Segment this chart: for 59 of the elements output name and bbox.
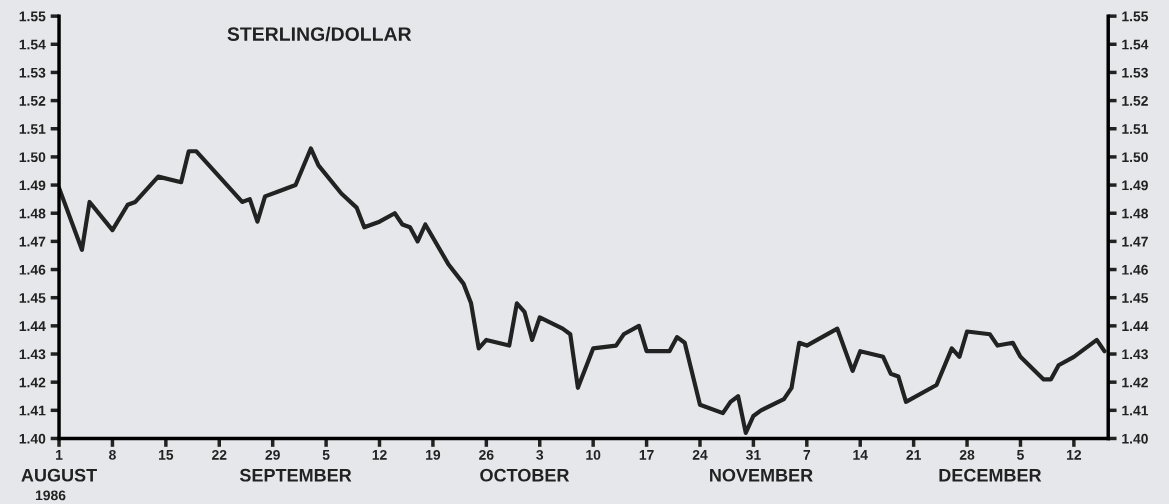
- text: 1986: [35, 490, 66, 501]
- y-tick-label: 1.42: [19, 377, 46, 388]
- x-tick-label: 22: [212, 449, 227, 460]
- y-tick-label: 1.47: [19, 236, 46, 247]
- y2-tick-label: 1.47: [1122, 236, 1148, 247]
- x2-tick-label: SEPTEMBER: [239, 468, 352, 482]
- x2-tick-label: DECEMBER: [939, 468, 1042, 482]
- x-tick-label: 14: [853, 450, 868, 460]
- y2-tick-label: 1.49: [1122, 180, 1148, 191]
- y2-tick-label: 1.53: [1122, 67, 1148, 78]
- y2-tick-label: 1.46: [1122, 264, 1148, 275]
- x-tick-label: 7: [803, 450, 811, 460]
- x-tick-label: 3: [536, 449, 544, 460]
- x-tick-label: 8: [109, 449, 116, 460]
- x-tick-label: 5: [1017, 450, 1024, 460]
- x2-tick-label: NOVEMBER: [710, 468, 813, 482]
- y-tick-label: 1.46: [19, 264, 46, 275]
- y2-tick-label: 1.48: [1122, 208, 1149, 219]
- y2-tick-label: 1.41: [1122, 405, 1149, 416]
- x-tick-label: 24: [692, 449, 708, 460]
- x-tick-label: 12: [372, 449, 387, 460]
- x2-tick-label: OCTOBER: [480, 468, 570, 482]
- y-tick-label: 1.52: [19, 95, 46, 106]
- y2-tick-label: 1.45: [1122, 293, 1149, 303]
- chart-title: STERLING/DOLLAR: [227, 26, 412, 42]
- x-tick-label: 1: [56, 450, 63, 460]
- y-tick-label: 1.44: [19, 321, 46, 331]
- y-tick-label: 1.43: [19, 349, 46, 360]
- y-tick-label: 1.41: [19, 405, 46, 416]
- y2-tick-label: 1.51: [1122, 124, 1149, 134]
- y-tick-label: 1.51: [19, 124, 46, 134]
- x2-tick-label: AUGUST: [21, 468, 97, 482]
- x-tick-label: 5: [322, 450, 330, 460]
- x-tick-label: 10: [586, 449, 601, 460]
- y-tick-label: 1.53: [19, 67, 46, 78]
- x-tick-label: 12: [1067, 449, 1082, 460]
- y-tick-label: 1.50: [19, 152, 46, 163]
- y2-tick-label: 1.42: [1122, 377, 1148, 388]
- x-tick-label: 29: [265, 449, 280, 460]
- y2-tick-label: 1.43: [1122, 349, 1148, 360]
- y2-tick-label: 1.55: [1122, 11, 1149, 22]
- y2-tick-label: 1.44: [1122, 321, 1149, 331]
- x-tick-label: 31: [745, 449, 761, 460]
- y2-tick-label: 1.50: [1122, 152, 1148, 163]
- y-tick-label: 1.49: [19, 180, 46, 191]
- x-tick-label: 17: [639, 450, 654, 460]
- y2-tick-label: 1.54: [1122, 39, 1149, 50]
- y-tick-label: 1.54: [19, 39, 46, 50]
- y-tick-label: 1.55: [19, 11, 46, 22]
- y2-tick-label: 1.40: [1122, 433, 1148, 444]
- x-tick-label: 15: [159, 450, 174, 460]
- x-tick-label: 28: [959, 449, 975, 460]
- y-tick-label: 1.40: [19, 433, 46, 444]
- y2-tick-label: 1.52: [1122, 95, 1148, 106]
- x-tick-label: 19: [426, 449, 441, 460]
- x-tick-label: 21: [906, 449, 921, 460]
- y-tick-label: 1.48: [19, 208, 46, 219]
- y-tick-label: 1.45: [19, 293, 46, 303]
- x-tick-label: 26: [479, 449, 494, 460]
